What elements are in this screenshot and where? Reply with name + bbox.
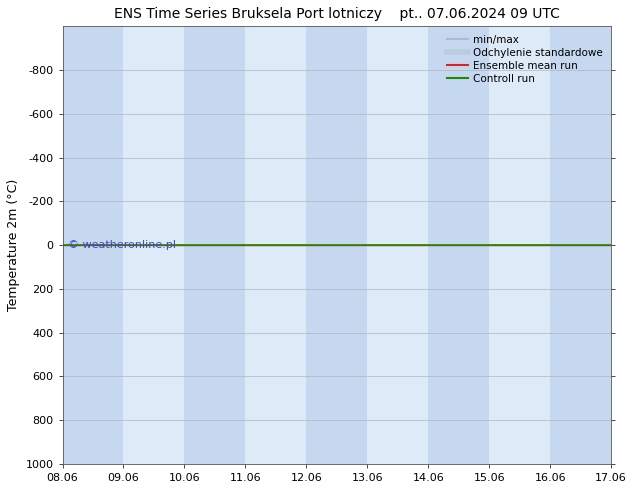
Legend: min/max, Odchylenie standardowe, Ensemble mean run, Controll run: min/max, Odchylenie standardowe, Ensembl… [444,31,606,87]
Text: © weatheronline.pl: © weatheronline.pl [68,240,176,250]
Y-axis label: Temperature 2m (°C): Temperature 2m (°C) [7,179,20,311]
Bar [63,26,124,464]
Bar [184,26,245,464]
Title: ENS Time Series Bruksela Port lotniczy    pt.. 07.06.2024 09 UTC: ENS Time Series Bruksela Port lotniczy p… [114,7,560,21]
Bar [306,26,367,464]
Bar [550,26,611,464]
Bar [429,26,489,464]
